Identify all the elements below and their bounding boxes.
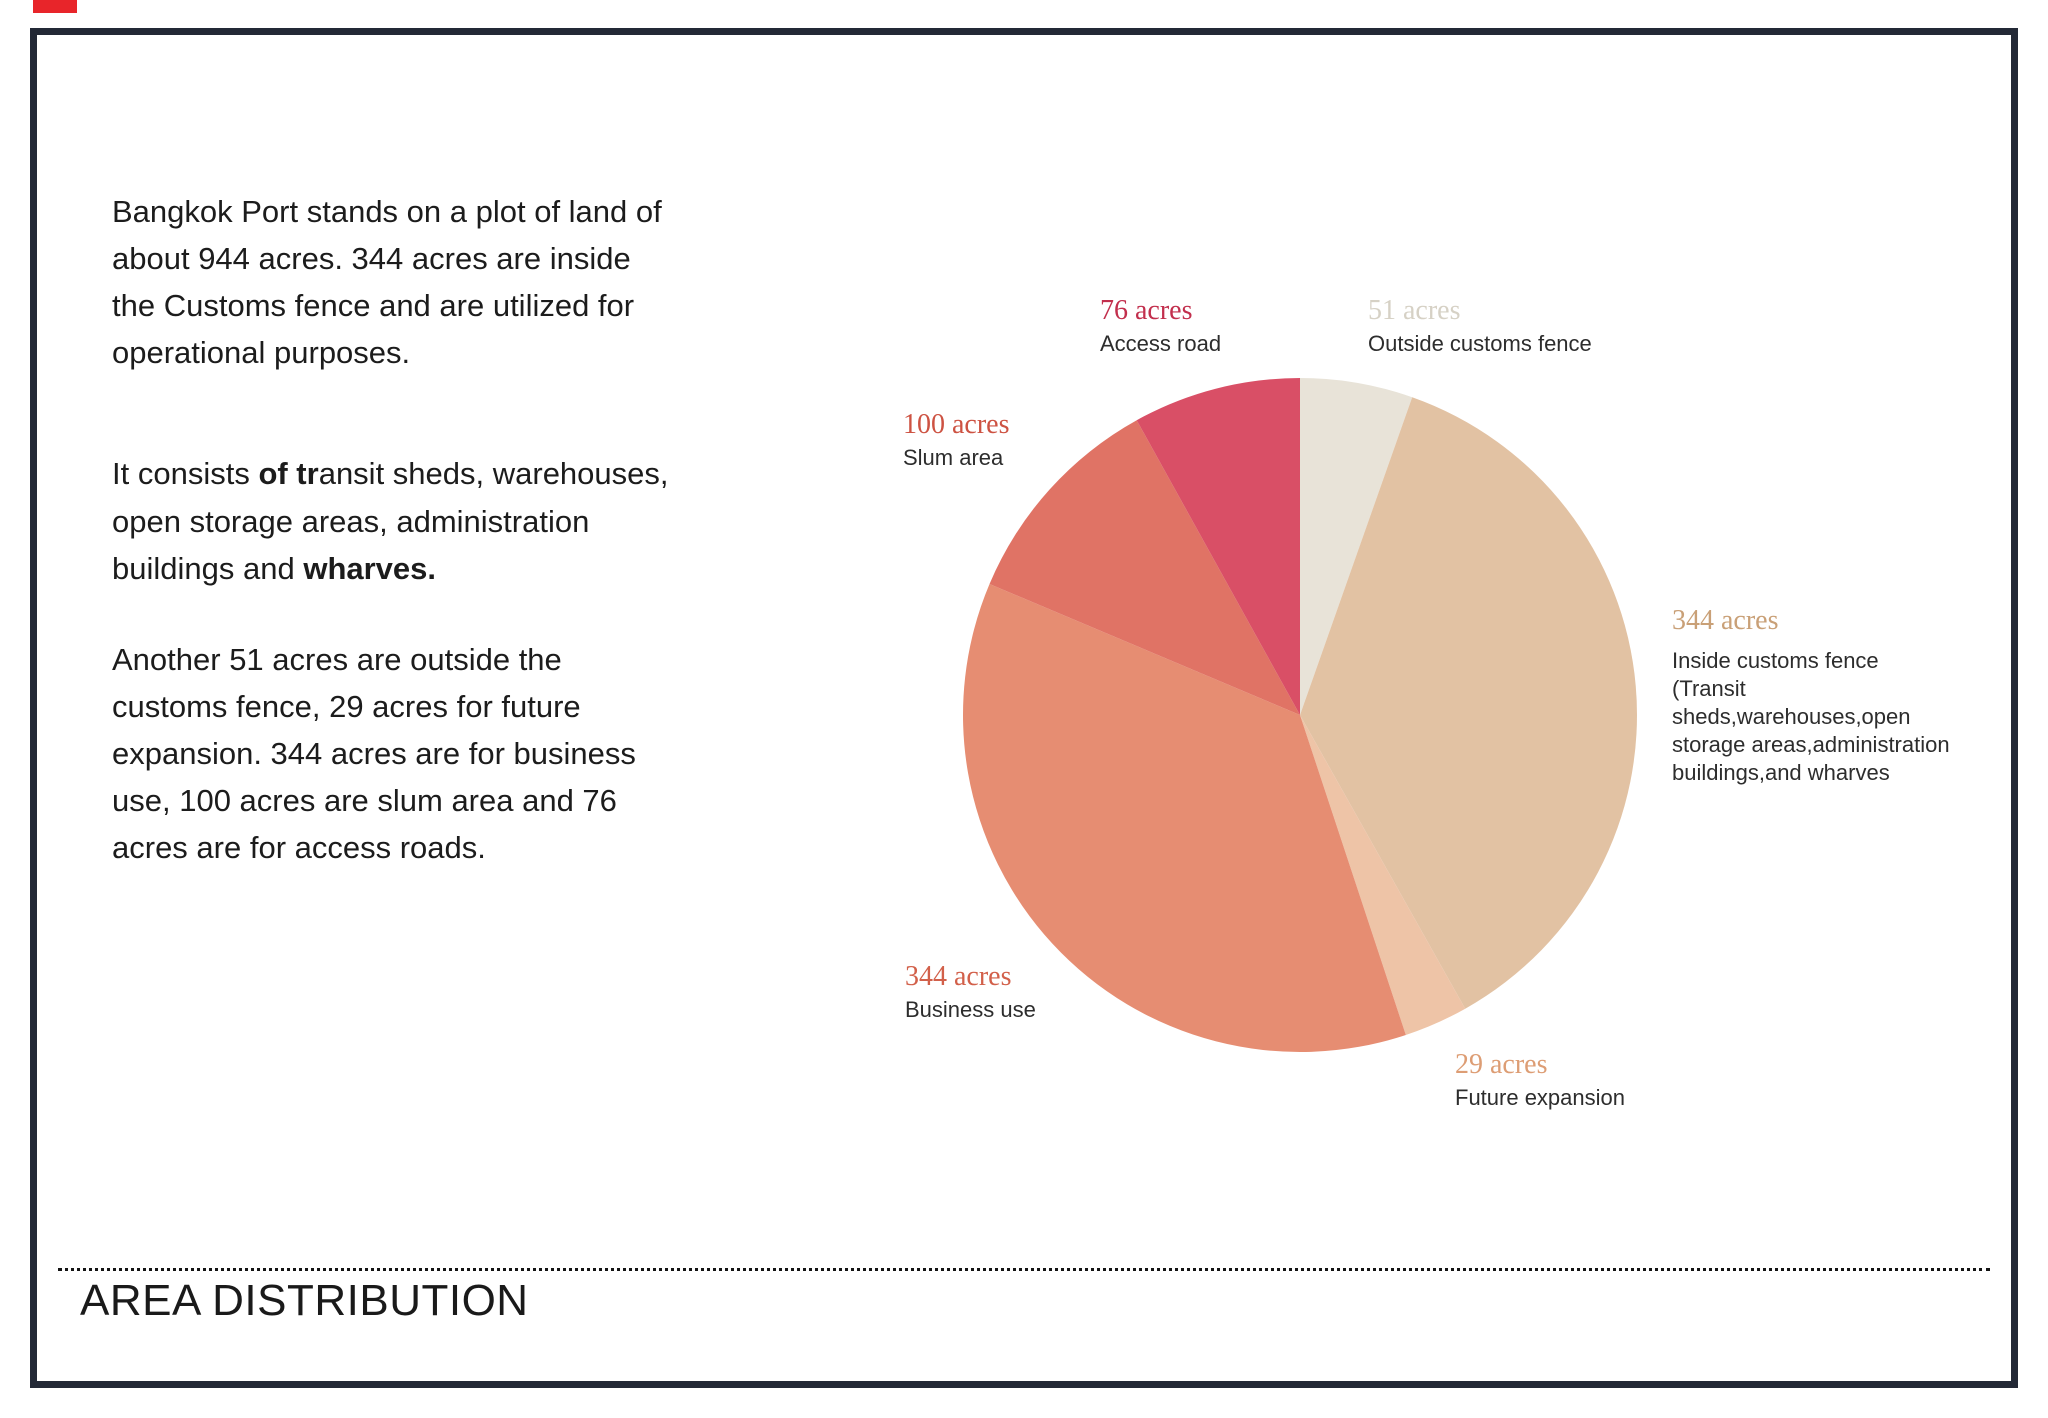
label-inside-customs-fence-name: Inside customs fence (Transit sheds,ware…	[1672, 647, 1950, 786]
dotted-divider	[58, 1268, 1990, 1271]
pie-slice-1	[1300, 397, 1637, 1009]
paragraph-2-mid: ansit sheds, warehouses, open storage ar…	[112, 456, 669, 586]
label-access-road: 76 acres Access road	[1100, 295, 1222, 357]
label-slum-area-name: Slum area	[903, 444, 1004, 470]
paragraph-1: Bangkok Port stands on a plot of land of…	[112, 194, 662, 371]
label-business-use-value: 344 acres	[905, 961, 1012, 992]
pie-slice-3	[963, 583, 1406, 1053]
pie-slice-5	[1136, 378, 1300, 715]
label-slum-area: 100 acres Slum area	[903, 409, 1010, 471]
paragraph-2-pre: It consists	[112, 456, 259, 492]
label-outside-customs-fence-value: 51 acres	[1368, 295, 1461, 326]
label-access-road-name: Access road	[1100, 330, 1222, 356]
label-outside-customs-fence-name: Outside customs fence	[1368, 330, 1592, 356]
label-future-expansion-name: Future expansion	[1455, 1084, 1625, 1110]
paragraph-2-bold-2: wharves.	[303, 550, 437, 586]
paragraph-2-bold-1: of tr	[258, 456, 319, 492]
paragraph-2: It consists of transit sheds, warehouses…	[112, 450, 682, 591]
pie-chart	[963, 378, 1637, 1053]
page-title: AREA DISTRIBUTION	[80, 1276, 529, 1325]
label-future-expansion-value: 29 acres	[1455, 1049, 1548, 1080]
label-future-expansion: 29 acres Future expansion	[1455, 1049, 1625, 1111]
pie-slice-2	[1300, 715, 1466, 1035]
body-text-block: Bangkok Port stands on a plot of land of…	[112, 188, 682, 871]
label-business-use-name: Business use	[905, 996, 1036, 1022]
paragraph-3: Another 51 acres are outside the customs…	[112, 641, 636, 866]
label-inside-customs-fence: 344 acres Inside customs fence (Transit …	[1672, 605, 2002, 788]
label-business-use: 344 acres Business use	[905, 961, 1036, 1023]
pie-slice-4	[989, 420, 1300, 715]
pie-slice-0	[1300, 378, 1413, 715]
label-outside-customs-fence: 51 acres Outside customs fence	[1368, 295, 1592, 357]
label-slum-area-value: 100 acres	[903, 409, 1010, 440]
label-inside-customs-fence-value: 344 acres	[1672, 605, 1779, 636]
red-corner-mark	[33, 0, 77, 13]
label-access-road-value: 76 acres	[1100, 295, 1193, 326]
